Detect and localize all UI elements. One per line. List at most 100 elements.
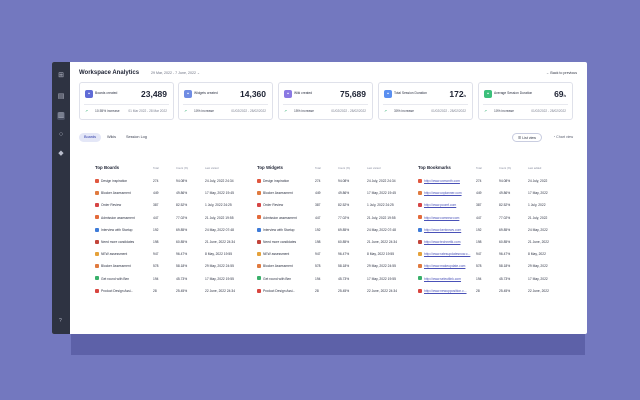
kpi-card: ▪ Boards created 23,489 ↗ 10.55% increas… (79, 82, 174, 120)
item-date: 1 July, 2022 24:25 (205, 203, 232, 208)
item-name[interactable]: http://www.newupposition.c... (424, 288, 467, 293)
document-icon[interactable]: ▤ (57, 93, 65, 100)
table-row[interactable]: http://www.newupposition.c... 28 25.45% … (418, 288, 575, 301)
table-row[interactable]: http://www.kentnews.com 192 69.85% 24 Ma… (418, 227, 575, 240)
table-title: Top Bookmarks (418, 165, 451, 170)
item-date: 21 June, 2022 24:34 (367, 240, 398, 244)
item-name[interactable]: http://www.comnew.com (424, 215, 460, 220)
item-pct: 69.85% (176, 227, 188, 232)
item-date: 21 July, 2022 (528, 215, 548, 220)
table-row[interactable]: Design inspiration 274 94.08% 24 July, 2… (257, 178, 414, 191)
item-total: 447 (153, 215, 159, 220)
item-name[interactable]: http://www.technetik.com (424, 240, 461, 244)
table-row[interactable]: Product Design Assi... 28 25.45% 22 June… (95, 288, 252, 301)
item-pct: 69.85% (338, 227, 350, 232)
item-pct: 60.85% (338, 240, 350, 244)
item-name[interactable]: http://www.kentnews.com (424, 227, 462, 232)
table-row[interactable]: http://www.makeupdate.com 578 58.18% 29 … (418, 264, 575, 276)
table-row[interactable]: Blocker Assessment 578 58.18% 29 May, 20… (95, 264, 252, 276)
table-row[interactable]: Need more candidates 198 60.85% 21 June,… (95, 239, 252, 252)
back-to-previous-link[interactable]: ← Back to previous (546, 71, 577, 75)
item-total: 387 (315, 203, 321, 208)
bookmark-icon[interactable]: ◆ (58, 150, 64, 157)
table-row[interactable]: http://www.comnew.com 447 77.02% 21 July… (418, 215, 575, 228)
table-row[interactable]: Get round with Ben 194 45.73% 17 May, 20… (257, 276, 414, 289)
kpi-dates: 01/02/2022 - 28/02/2022 (531, 109, 566, 113)
item-total: 198 (476, 240, 482, 244)
table-row[interactable]: Order Review 387 82.52% 1 July, 2022 24:… (95, 203, 252, 215)
table-row[interactable]: http://www.technetik.com 198 60.85% 21 J… (418, 239, 575, 252)
item-name[interactable]: http://www.pcomf.com (424, 203, 457, 208)
arrow-left-icon: ← (545, 71, 550, 75)
table-row[interactable]: Product Design Assi... 28 25.45% 22 June… (257, 288, 414, 301)
chat-icon[interactable]: ○ (58, 131, 64, 138)
item-icon (95, 288, 99, 293)
help-icon[interactable]: ? (59, 318, 62, 324)
item-icon (95, 251, 99, 256)
table-row[interactable]: NEW assessment 947 96.47% 8 May, 2022 19… (257, 251, 414, 264)
table-row[interactable]: Admission assessment 447 77.02% 21 July,… (257, 215, 414, 228)
table-row[interactable]: Blocker Assessment 449 49.86% 17 May, 20… (95, 190, 252, 203)
trend-up-icon: ↗ (85, 109, 88, 113)
kpi-label: Total Session Duration (394, 91, 427, 95)
item-name[interactable]: http://www.uxmonth.com (424, 179, 460, 183)
item-name[interactable]: http://www.seleutlink.com (424, 276, 462, 281)
kpi-card: ▪ Average Session Duration 69h ↗ 10% inc… (478, 82, 573, 120)
table-row[interactable]: Design inspiration 274 94.08% 24 July, 2… (95, 178, 252, 191)
item-name[interactable]: http://www.makeupdate.com (424, 264, 466, 269)
kpi-icon: ▪ (284, 90, 292, 98)
item-date: 24 July, 2022 (528, 179, 548, 183)
table-row[interactable]: http://www.ratesupdatesnow.c... 947 96.4… (418, 251, 575, 264)
item-pct: 58.18% (176, 264, 188, 269)
table-row[interactable]: http://www.seleutlink.com 194 45.73% 17 … (418, 276, 575, 289)
grid-icon[interactable]: ⊞ (58, 72, 64, 79)
item-pct: 82.52% (176, 203, 188, 208)
table-row[interactable]: http://www.pcomf.com 387 82.52% 1 July, … (418, 203, 575, 215)
table-row[interactable]: http://www.uxmonth.com 274 94.08% 24 Jul… (418, 178, 575, 191)
item-total: 192 (315, 227, 321, 232)
tab-boards[interactable]: Boards (79, 133, 102, 142)
top-widgets-table: Top Widgets Total Count (%) Last visited… (257, 165, 414, 295)
item-name: Get round with Ben (263, 276, 292, 281)
table-row[interactable]: http://www.uxplanner.com 449 49.86% 17 M… (418, 190, 575, 203)
table-row[interactable]: Interview with Startup 192 69.85% 24 May… (95, 227, 252, 240)
boards-icon[interactable]: ▥ (57, 112, 65, 120)
chart-view-button[interactable]: ◔ Chart view (553, 133, 573, 142)
item-date: 17 May, 2022 19:45 (205, 191, 234, 196)
table-row[interactable]: Admission assessment 447 77.02% 21 July,… (95, 215, 252, 228)
item-pct: 49.86% (499, 191, 511, 196)
date-range-select[interactable]: 29 Mar, 2022 - 7 June, 2022 ⌄ (151, 71, 200, 75)
item-name[interactable]: http://www.ratesupdatesnow.c... (424, 252, 471, 257)
table-row[interactable]: Order Review 387 82.52% 1 July, 2022 24:… (257, 203, 414, 215)
kpi-unit: h (563, 93, 566, 98)
item-date: 22 June, 2022 24:34 (205, 288, 236, 293)
table-row[interactable]: Blocker Assessment 449 49.86% 17 May, 20… (257, 190, 414, 203)
col-date: Last added (528, 167, 542, 170)
kpi-label: Average Session Duration (494, 91, 533, 95)
item-name: Need more candidates (101, 240, 135, 244)
item-total: 274 (315, 179, 321, 183)
table-row[interactable]: Get round with Ben 194 45.73% 17 May, 20… (95, 276, 252, 289)
trend-up-icon: ↗ (184, 109, 187, 113)
item-icon (95, 178, 99, 183)
item-icon (418, 276, 422, 281)
table-row[interactable]: Blocker Assessment 578 58.18% 29 May, 20… (257, 264, 414, 276)
item-total: 28 (315, 288, 319, 293)
item-icon (95, 264, 99, 269)
table-row[interactable]: Interview with Startup 192 69.85% 24 May… (257, 227, 414, 240)
chart-icon: ◔ (553, 135, 556, 139)
item-total: 194 (476, 276, 482, 281)
table-row[interactable]: Need more candidates 198 60.85% 21 June,… (257, 239, 414, 252)
item-name[interactable]: http://www.uxplanner.com (424, 191, 462, 196)
item-date: 21 June, 2022 (528, 240, 549, 244)
sidebar-rail: ⊞ ▤ ▥ ○ ◆ ? (52, 62, 70, 334)
tab-session-log[interactable]: Session Log (126, 135, 147, 139)
list-view-button[interactable]: ☰ List view (512, 133, 543, 142)
item-name: Interview with Startup (101, 227, 133, 232)
item-icon (257, 227, 261, 232)
table-row[interactable]: NEW assessment 947 96.47% 8 May, 2022 19… (95, 251, 252, 264)
tab-wikis[interactable]: Wikis (107, 135, 117, 139)
item-icon (95, 190, 99, 195)
item-icon (257, 251, 261, 256)
kpi-value: 75,689 (340, 89, 366, 99)
